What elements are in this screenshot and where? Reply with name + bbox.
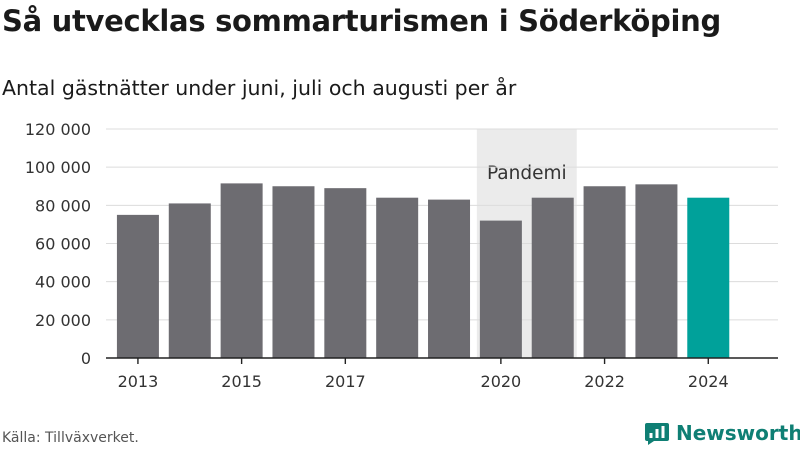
y-tick-label: 80 000 — [35, 196, 91, 215]
y-tick-label: 60 000 — [35, 235, 91, 254]
brand-name: Newsworthy — [676, 421, 800, 445]
x-tick-label: 2022 — [584, 372, 625, 391]
x-tick-label: 2015 — [221, 372, 262, 391]
pandemic-label: Pandemi — [487, 163, 567, 184]
bar-2020 — [479, 220, 522, 358]
bar-2016 — [272, 186, 315, 358]
y-tick-label: 20 000 — [35, 311, 91, 330]
y-tick-label: 0 — [81, 349, 91, 368]
bar-2023 — [635, 184, 678, 358]
y-tick-label: 100 000 — [25, 158, 91, 177]
bar-2018 — [376, 197, 419, 358]
x-tick-label: 2013 — [118, 372, 159, 391]
source-note: Källa: Tillväxverket. — [2, 430, 139, 446]
bar-2024 — [687, 197, 730, 358]
chart-title: Så utvecklas sommarturismen i Söderköpin… — [2, 4, 721, 38]
bar-2019 — [428, 199, 471, 358]
y-tick-label: 40 000 — [35, 273, 91, 292]
y-tick-label: 120 000 — [25, 120, 91, 139]
x-tick-label: 2024 — [688, 372, 729, 391]
bar-2015 — [220, 183, 263, 358]
bar-2017 — [324, 188, 367, 358]
x-tick-label: 2020 — [481, 372, 522, 391]
bar-2013 — [116, 214, 159, 358]
x-tick-label: 2017 — [325, 372, 366, 391]
bar-2021 — [531, 197, 574, 358]
brand-logo[interactable]: Newsworthy — [644, 420, 800, 446]
chart-subtitle: Antal gästnätter under juni, juli och au… — [2, 76, 517, 100]
newsworthy-chart-bubble-icon — [645, 423, 669, 445]
bar-2014 — [168, 203, 211, 358]
bar-2022 — [583, 186, 626, 358]
